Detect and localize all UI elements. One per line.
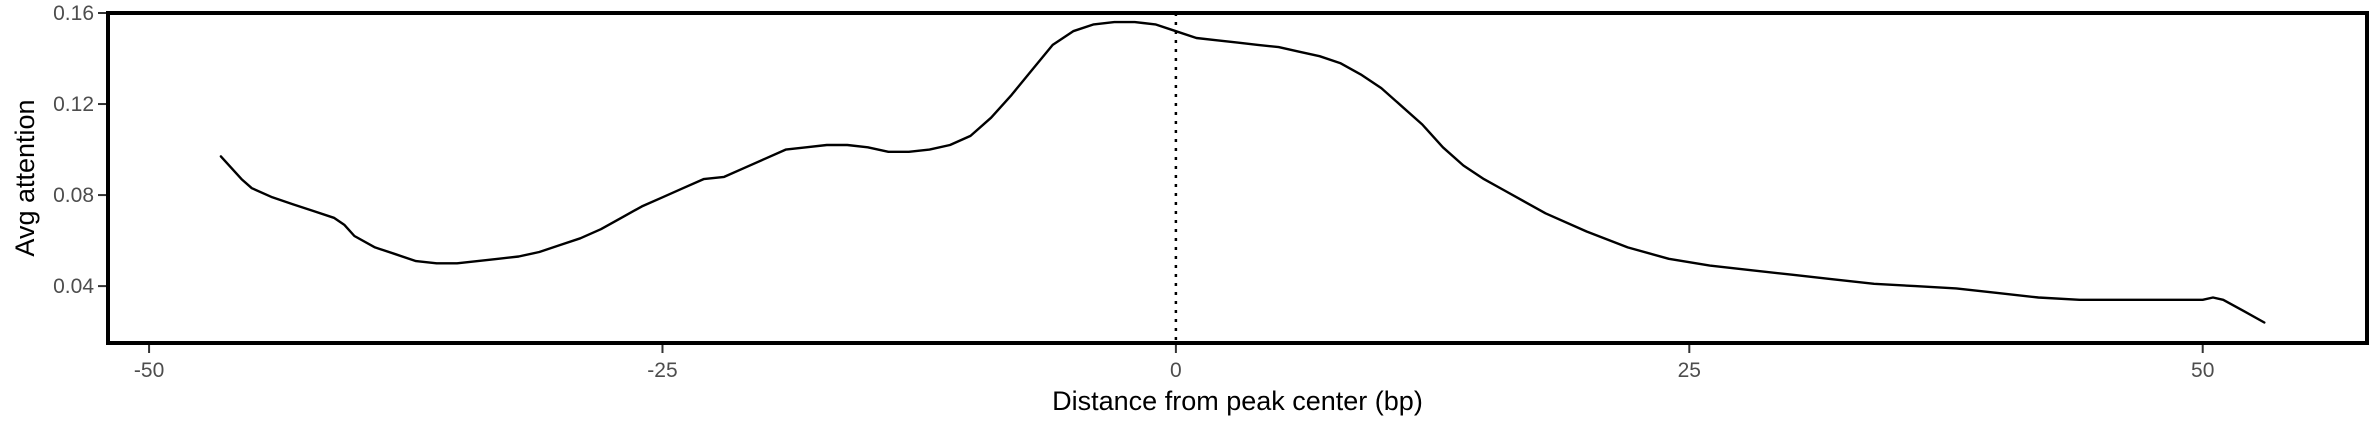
y-tick-label: 0.12 bbox=[53, 93, 94, 116]
x-tick-label: 25 bbox=[1678, 359, 1701, 382]
y-axis: 0.04 0.08 0.12 0.16 bbox=[53, 2, 106, 298]
x-tick-label: -25 bbox=[647, 359, 677, 382]
plot-panel-border bbox=[106, 11, 2369, 345]
y-tick-label: 0.08 bbox=[53, 184, 94, 207]
x-axis-title: Distance from peak center (bp) bbox=[1052, 386, 1423, 416]
y-tick-label: 0.04 bbox=[53, 275, 94, 298]
x-axis: -50 -25 0 25 50 bbox=[134, 345, 2214, 382]
plot-layer bbox=[219, 13, 2266, 343]
y-tick-label: 0.16 bbox=[53, 2, 94, 25]
x-tick-label: 0 bbox=[1170, 359, 1182, 382]
y-axis-title: Avg attention bbox=[10, 99, 40, 256]
x-tick-label: -50 bbox=[134, 359, 164, 382]
series-line-1 bbox=[219, 20, 2266, 324]
x-tick-label: 50 bbox=[2191, 359, 2214, 382]
